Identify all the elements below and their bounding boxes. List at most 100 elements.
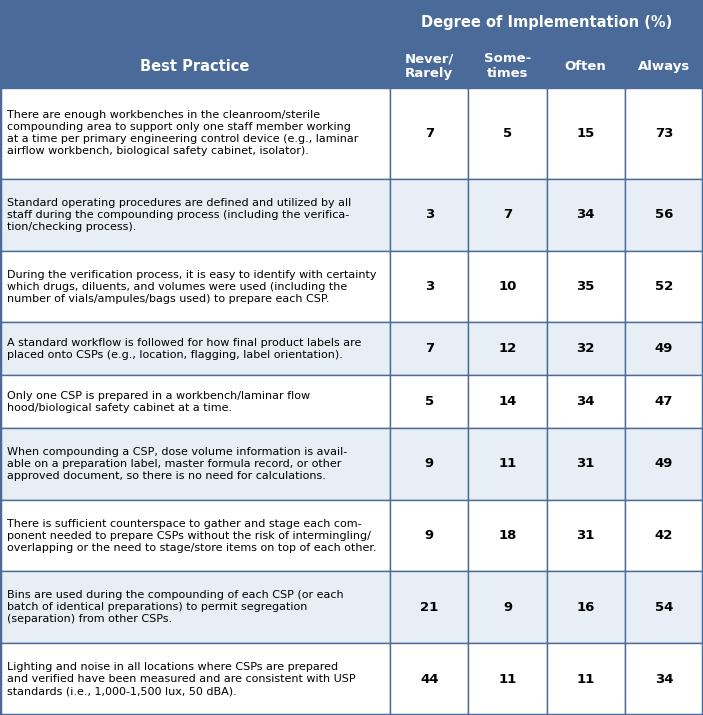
Text: 73: 73: [654, 127, 673, 140]
Text: 42: 42: [654, 529, 673, 542]
Bar: [625, 179, 703, 251]
Bar: [390, 428, 468, 500]
Bar: [0, 571, 390, 644]
Bar: [547, 88, 625, 179]
Bar: [468, 44, 547, 88]
Text: 34: 34: [654, 673, 673, 686]
Text: Degree of Implementation (%): Degree of Implementation (%): [421, 14, 672, 29]
Bar: [625, 428, 703, 500]
Text: 11: 11: [498, 673, 517, 686]
Text: When compounding a CSP, dose volume information is avail-
able on a preparation : When compounding a CSP, dose volume info…: [7, 447, 347, 480]
Text: 3: 3: [425, 208, 434, 221]
Bar: [468, 571, 547, 644]
Text: There are enough workbenches in the cleanroom/sterile
compounding area to suppor: There are enough workbenches in the clea…: [7, 110, 359, 157]
Bar: [0, 500, 390, 571]
Text: Only one CSP is prepared in a workbench/laminar flow
hood/biological safety cabi: Only one CSP is prepared in a workbench/…: [7, 390, 310, 413]
Text: 11: 11: [576, 673, 595, 686]
Text: 31: 31: [576, 457, 595, 470]
Text: 47: 47: [654, 395, 673, 408]
Text: 9: 9: [425, 529, 434, 542]
Bar: [390, 644, 468, 715]
Text: 44: 44: [420, 673, 439, 686]
Bar: [547, 375, 625, 428]
Text: 5: 5: [425, 395, 434, 408]
Text: 34: 34: [576, 395, 595, 408]
Bar: [547, 322, 625, 375]
Bar: [390, 322, 468, 375]
Bar: [547, 44, 625, 88]
Bar: [390, 0, 703, 44]
Text: 7: 7: [503, 208, 512, 221]
Bar: [625, 44, 703, 88]
Bar: [547, 571, 625, 644]
Text: 35: 35: [576, 280, 595, 293]
Text: Standard operating procedures are defined and utilized by all
staff during the c: Standard operating procedures are define…: [7, 198, 351, 232]
Bar: [468, 251, 547, 322]
Bar: [0, 88, 390, 179]
Text: 3: 3: [425, 280, 434, 293]
Text: 21: 21: [420, 601, 439, 613]
Text: Lighting and noise in all locations where CSPs are prepared
and verified have be: Lighting and noise in all locations wher…: [7, 662, 356, 696]
Text: 9: 9: [503, 601, 512, 613]
Bar: [547, 500, 625, 571]
Text: 52: 52: [654, 280, 673, 293]
Text: 15: 15: [576, 127, 595, 140]
Bar: [547, 251, 625, 322]
Text: 54: 54: [654, 601, 673, 613]
Text: Bins are used during the compounding of each CSP (or each
batch of identical pre: Bins are used during the compounding of …: [7, 591, 344, 624]
Text: During the verification process, it is easy to identify with certainty
which dru: During the verification process, it is e…: [7, 270, 377, 304]
Text: 12: 12: [498, 342, 517, 355]
Text: 16: 16: [576, 601, 595, 613]
Bar: [390, 500, 468, 571]
Bar: [468, 375, 547, 428]
Bar: [390, 571, 468, 644]
Bar: [625, 571, 703, 644]
Text: 7: 7: [425, 342, 434, 355]
Bar: [0, 644, 390, 715]
Text: Some-
times: Some- times: [484, 52, 531, 80]
Text: 49: 49: [654, 342, 673, 355]
Text: 14: 14: [498, 395, 517, 408]
Text: 56: 56: [654, 208, 673, 221]
Text: 7: 7: [425, 127, 434, 140]
Bar: [0, 375, 390, 428]
Bar: [625, 375, 703, 428]
Bar: [547, 179, 625, 251]
Text: 5: 5: [503, 127, 512, 140]
Bar: [0, 251, 390, 322]
Text: There is sufficient counterspace to gather and stage each com-
ponent needed to : There is sufficient counterspace to gath…: [7, 518, 377, 553]
Bar: [0, 428, 390, 500]
Bar: [625, 322, 703, 375]
Bar: [390, 375, 468, 428]
Text: Best Practice: Best Practice: [141, 59, 250, 74]
Bar: [390, 44, 468, 88]
Bar: [625, 88, 703, 179]
Bar: [390, 88, 468, 179]
Bar: [468, 88, 547, 179]
Bar: [468, 179, 547, 251]
Bar: [390, 251, 468, 322]
Bar: [625, 644, 703, 715]
Bar: [468, 500, 547, 571]
Bar: [468, 322, 547, 375]
Bar: [547, 644, 625, 715]
Text: 49: 49: [654, 457, 673, 470]
Text: A standard workflow is followed for how final product labels are
placed onto CSP: A standard workflow is followed for how …: [7, 337, 361, 360]
Bar: [625, 251, 703, 322]
Text: Always: Always: [638, 59, 690, 72]
Text: Often: Often: [565, 59, 607, 72]
Bar: [390, 179, 468, 251]
Bar: [0, 179, 390, 251]
Text: 34: 34: [576, 208, 595, 221]
Text: 31: 31: [576, 529, 595, 542]
Bar: [625, 500, 703, 571]
Bar: [468, 428, 547, 500]
Text: 18: 18: [498, 529, 517, 542]
Bar: [0, 322, 390, 375]
Text: 32: 32: [576, 342, 595, 355]
Bar: [468, 644, 547, 715]
Text: 11: 11: [498, 457, 517, 470]
Text: 9: 9: [425, 457, 434, 470]
Bar: [0, 0, 390, 88]
Text: Never/
Rarely: Never/ Rarely: [405, 52, 454, 80]
